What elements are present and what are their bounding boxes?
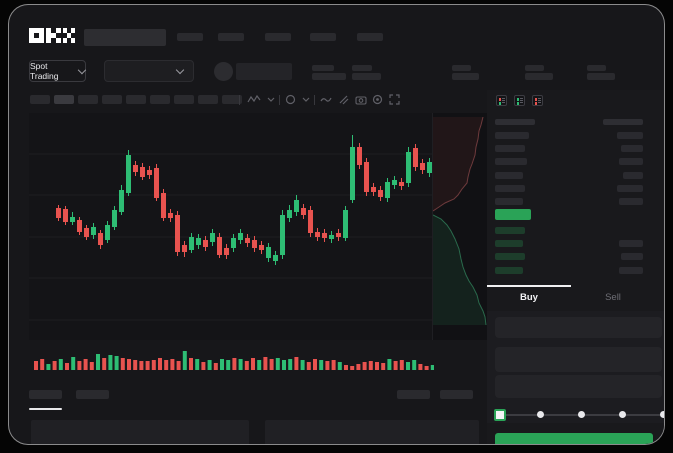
toolbar-divider — [314, 95, 315, 105]
skeleton-block[interactable] — [76, 390, 109, 399]
slider-handle-2[interactable] — [537, 411, 544, 418]
skeleton-block — [265, 33, 291, 41]
skeleton-block — [218, 33, 244, 41]
orderbook-bar — [619, 240, 643, 248]
skeleton-block[interactable] — [174, 95, 194, 104]
active-tab-indicator — [487, 285, 571, 287]
chevron-down-icon[interactable] — [267, 97, 275, 103]
skeleton-block — [587, 73, 615, 80]
orderbook-bar — [619, 158, 643, 166]
skeleton-block — [495, 119, 535, 125]
orderbook-bar — [623, 171, 643, 179]
line-tool-icon[interactable] — [320, 94, 332, 105]
chevron-down-icon[interactable] — [302, 97, 310, 103]
slider-handle-4[interactable] — [619, 411, 626, 418]
skeleton-block — [525, 73, 553, 80]
orderbook-bar — [621, 145, 643, 153]
tab-sell[interactable]: Sell — [605, 292, 621, 303]
skeleton-block — [352, 73, 381, 80]
volume-chart — [31, 349, 435, 370]
skeleton-block — [31, 420, 249, 444]
skeleton-block — [352, 65, 372, 71]
order-input-1[interactable] — [495, 317, 662, 338]
orderbook-bar — [495, 227, 525, 234]
volume-canvas — [34, 351, 435, 370]
skeleton-block — [452, 65, 471, 71]
orderbook-bar — [617, 184, 643, 192]
tab-buy[interactable]: Buy — [520, 292, 538, 303]
book-sells-icon[interactable] — [532, 95, 543, 106]
overlay-icon[interactable] — [285, 94, 296, 105]
chevron-down-icon — [175, 65, 185, 75]
okx-logo-glyph — [29, 28, 75, 43]
skeleton-block — [177, 33, 203, 41]
pair-icon-avatar — [214, 62, 233, 81]
app-window: OKX Spot Trading — [8, 4, 665, 445]
orderbook-bar — [619, 266, 643, 274]
candles-canvas — [29, 132, 453, 321]
orderbook-bar — [495, 266, 523, 274]
market-type-dropdown[interactable]: Spot Trading — [29, 60, 87, 82]
depth-canvas — [433, 117, 487, 325]
camera-icon[interactable] — [355, 94, 367, 105]
market-type-label: Spot Trading — [30, 61, 59, 81]
skeleton-block — [84, 29, 166, 46]
skeleton-block — [312, 73, 346, 80]
skeleton-block — [603, 119, 643, 125]
settings-gear-icon[interactable] — [372, 94, 383, 105]
pair-selector-dropdown[interactable] — [104, 60, 194, 82]
skeleton-block — [525, 65, 544, 71]
skeleton-block[interactable] — [440, 390, 473, 399]
order-input-2[interactable] — [495, 347, 662, 372]
book-both-icon[interactable] — [496, 95, 507, 106]
order-input-3[interactable] — [495, 375, 662, 398]
orderbook-bar — [617, 132, 643, 139]
orderbook-bar — [495, 171, 523, 179]
skeleton-block[interactable] — [150, 95, 170, 104]
slider-handle-5[interactable] — [660, 411, 664, 418]
orderbook-bar — [619, 198, 643, 205]
orderbook-bar — [495, 184, 525, 192]
candlestick-chart[interactable] — [29, 113, 453, 340]
orderbook-bar — [621, 253, 643, 261]
fullscreen-icon[interactable] — [389, 94, 400, 105]
slider-handle-1[interactable] — [494, 409, 506, 421]
skeleton-block[interactable] — [30, 95, 50, 104]
skeleton-block — [357, 33, 383, 41]
skeleton-block — [587, 65, 606, 71]
okx-logo[interactable]: OKX — [29, 28, 75, 48]
skeleton-block — [452, 73, 479, 80]
depth-chart — [432, 113, 488, 340]
indicator-icon[interactable] — [247, 94, 261, 105]
skeleton-block[interactable] — [222, 95, 242, 104]
skeleton-block — [265, 420, 479, 444]
chevron-down-icon — [78, 65, 87, 75]
toolbar-divider — [279, 95, 280, 105]
skeleton-block[interactable] — [29, 390, 62, 399]
slider-handle-3[interactable] — [578, 411, 585, 418]
book-buys-icon[interactable] — [514, 95, 525, 106]
skeleton-block[interactable] — [126, 95, 146, 104]
orderbook-bar — [495, 145, 525, 153]
orderbook-bar — [495, 158, 527, 166]
skeleton-block — [312, 65, 334, 71]
orderbook-bar — [495, 132, 529, 139]
submit-order-button[interactable] — [495, 433, 653, 444]
orderbook-bar — [495, 240, 523, 248]
skeleton-block[interactable] — [198, 95, 218, 104]
skeleton-block[interactable] — [397, 390, 430, 399]
skeleton-block[interactable] — [102, 95, 122, 104]
draw-tool-icon[interactable] — [338, 94, 349, 105]
orderbook-bar — [495, 198, 523, 205]
skeleton-block[interactable] — [78, 95, 98, 104]
skeleton-block — [29, 408, 62, 410]
toolbar-divider — [239, 95, 240, 105]
orderbook-bar — [495, 253, 525, 261]
last-price-badge — [495, 209, 531, 220]
skeleton-block — [236, 63, 292, 80]
skeleton-block — [310, 33, 336, 41]
skeleton-block[interactable] — [54, 95, 74, 104]
